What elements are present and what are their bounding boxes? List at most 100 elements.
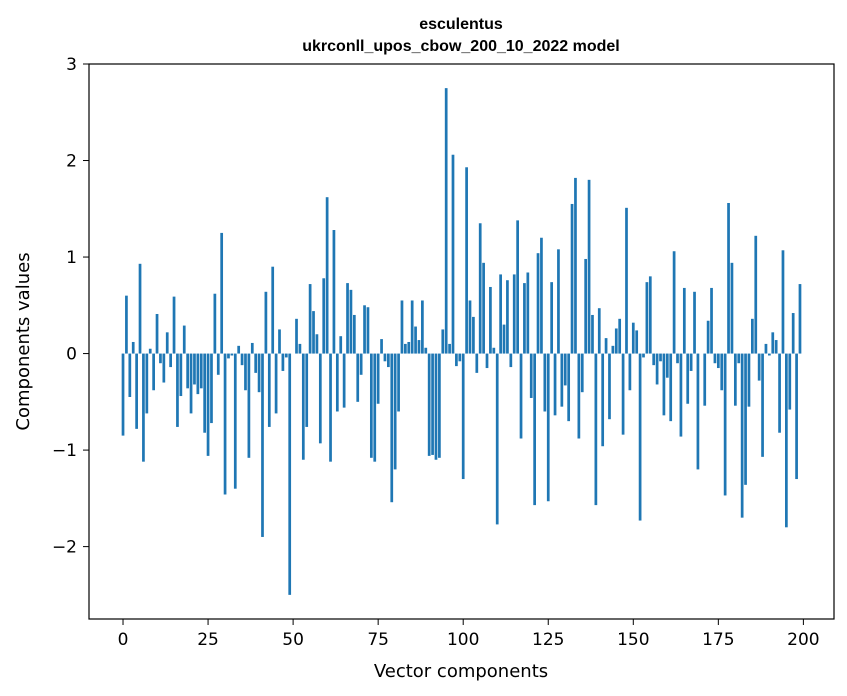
bar-106	[482, 262, 485, 354]
bar-183	[744, 353, 747, 485]
bar-24	[203, 353, 207, 433]
bar-21	[193, 353, 196, 385]
bar-9	[152, 353, 155, 391]
bar-174	[713, 353, 717, 364]
bar-113	[506, 280, 509, 354]
bar-182	[740, 353, 744, 518]
bar-1	[125, 295, 128, 354]
chart-title: esculentus	[419, 16, 503, 33]
bar-112	[502, 324, 506, 354]
bar-163	[676, 353, 679, 364]
bar-96	[448, 343, 451, 354]
y-tick-label: 3	[66, 55, 77, 75]
bar-184	[747, 353, 751, 407]
bar-40	[257, 353, 261, 393]
bar-146	[618, 318, 622, 354]
bar-37	[247, 353, 251, 458]
bar-165	[682, 287, 686, 354]
bar-150	[631, 322, 635, 354]
bar-197	[791, 313, 795, 354]
bar-108	[489, 286, 492, 354]
x-axis-label: Vector components	[374, 661, 548, 682]
bar-121	[533, 353, 536, 506]
bar-193	[778, 353, 781, 433]
x-tick-label: 100	[447, 630, 479, 650]
x-tick-label: 50	[282, 630, 304, 650]
plot-frame	[88, 63, 835, 620]
bar-43	[267, 353, 271, 427]
bar-135	[580, 353, 584, 393]
bar-23	[199, 353, 203, 389]
bar-75	[376, 353, 380, 404]
bar-134	[577, 353, 581, 439]
bar-167	[689, 353, 693, 371]
bar-83	[404, 343, 407, 354]
bar-54	[305, 353, 309, 427]
bar-6	[142, 353, 145, 462]
bar-162	[672, 251, 676, 354]
bar-115	[512, 274, 516, 354]
bar-72	[366, 307, 370, 354]
bar-8	[148, 348, 152, 354]
bar-2	[128, 353, 132, 397]
bar-188	[761, 353, 764, 457]
bar-159	[662, 353, 666, 416]
bar-98	[455, 353, 458, 367]
bar-173	[710, 287, 713, 354]
bar-79	[390, 353, 394, 503]
bar-52	[298, 343, 302, 354]
bar-28	[216, 353, 220, 375]
bar-153	[642, 353, 645, 358]
bar-27	[213, 293, 217, 354]
bar-116	[516, 220, 519, 354]
bar-139	[594, 353, 598, 506]
bar-147	[621, 353, 625, 435]
bar-3	[131, 341, 135, 354]
bar-166	[686, 353, 690, 404]
bar-133	[574, 177, 577, 354]
bar-191	[771, 332, 775, 354]
x-tick-label: 0	[118, 630, 129, 650]
bar-60	[325, 197, 329, 354]
bar-122	[536, 253, 540, 354]
bar-15	[172, 296, 176, 354]
bar-73	[369, 353, 373, 458]
bar-178	[727, 202, 730, 354]
bar-17	[179, 353, 183, 397]
x-axis: 0 25 50 75 100 125 150 175 200	[118, 619, 820, 650]
bar-91	[431, 353, 434, 455]
bar-44	[271, 266, 275, 354]
bar-172	[706, 320, 710, 354]
bar-32	[230, 353, 234, 356]
bar-104	[475, 353, 479, 373]
bar-154	[645, 282, 649, 354]
bar-124	[543, 353, 547, 412]
bar-65	[342, 353, 346, 408]
bar-94	[441, 329, 445, 354]
bar-186	[754, 235, 758, 354]
bar-195	[785, 353, 788, 528]
bar-45	[274, 353, 278, 414]
bar-190	[768, 353, 771, 356]
bar-100	[461, 353, 465, 480]
bar-13	[165, 332, 169, 354]
bar-187	[757, 353, 761, 381]
y-axis-label: Components values	[13, 252, 34, 430]
y-tick-label: 0	[66, 345, 77, 365]
bar-39	[254, 353, 258, 373]
bar-145	[614, 328, 618, 354]
bar-77	[383, 353, 387, 362]
bar-180	[733, 353, 737, 406]
bar-126	[550, 282, 554, 354]
bar-125	[546, 353, 550, 502]
bar-105	[478, 223, 482, 354]
bar-114	[509, 353, 513, 368]
bar-48	[284, 353, 288, 358]
bar-199	[798, 284, 802, 354]
bar-118	[523, 283, 526, 354]
bar-12	[162, 353, 166, 383]
bar-129	[560, 353, 564, 407]
bar-169	[696, 353, 700, 470]
bar-85	[410, 300, 414, 354]
bar-155	[648, 276, 652, 354]
